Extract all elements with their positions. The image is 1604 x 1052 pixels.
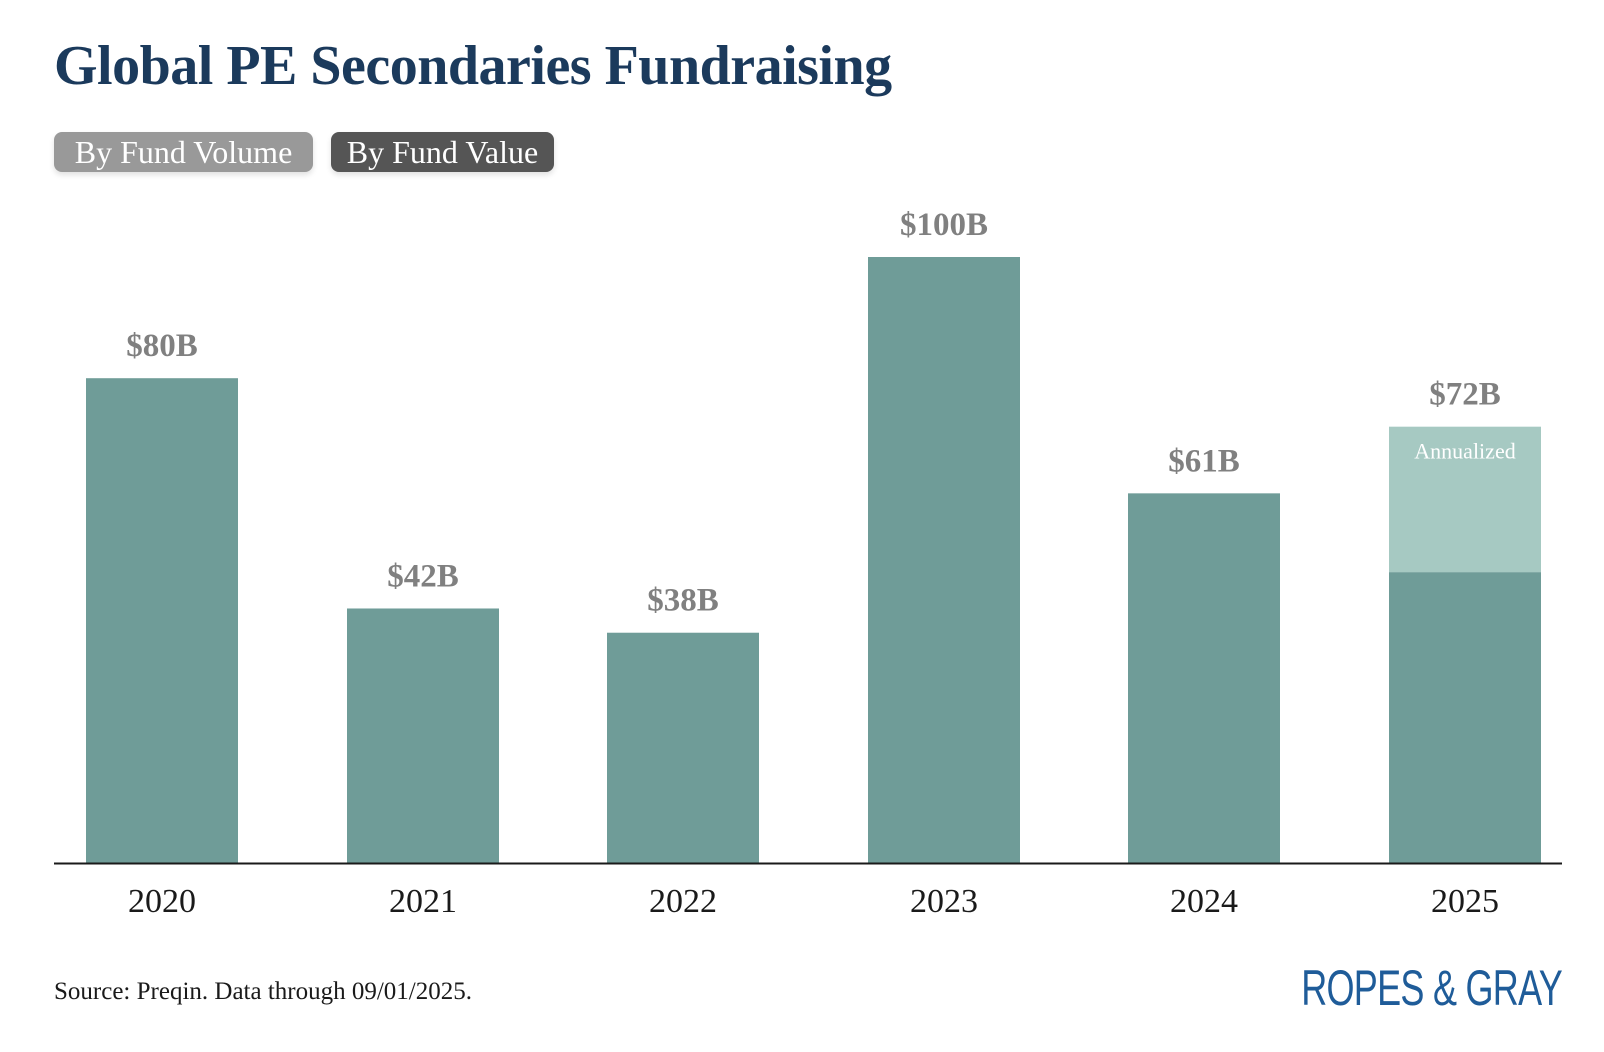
by-fund-value-button[interactable]: By Fund Value bbox=[331, 132, 554, 172]
ropes-gray-logo: ROPES & GRAY bbox=[1301, 960, 1562, 1016]
x-tick-2025: 2025 bbox=[1431, 883, 1499, 920]
data-label-2022: $38B bbox=[647, 583, 719, 619]
x-tick-2024: 2024 bbox=[1170, 883, 1238, 920]
bar-chart: $80B 2020 $42B 2021 $38B 2022 $100B 2023 $61B 202… bbox=[54, 207, 1562, 920]
data-label-2020: $80B bbox=[126, 328, 198, 364]
bar-2023 bbox=[868, 257, 1020, 863]
data-label-2025: $72B bbox=[1429, 377, 1501, 413]
source-note: Source: Preqin. Data through 09/01/2025. bbox=[54, 978, 472, 1005]
bar-2025-annualized bbox=[1389, 426, 1541, 573]
data-label-2021: $42B bbox=[387, 558, 459, 594]
x-tick-2020: 2020 bbox=[128, 883, 196, 920]
annualized-annotation: Annualized bbox=[1414, 439, 1515, 464]
bar-2021 bbox=[347, 608, 499, 863]
data-label-2023: $100B bbox=[900, 207, 988, 243]
bar-2020 bbox=[86, 378, 238, 863]
x-tick-2023: 2023 bbox=[910, 883, 978, 920]
bar-2025 bbox=[1389, 572, 1541, 863]
chart-title: Global PE Secondaries Fundraising bbox=[54, 35, 892, 97]
bar-2022 bbox=[607, 632, 759, 863]
x-tick-2022: 2022 bbox=[649, 883, 717, 920]
by-fund-volume-button[interactable]: By Fund Volume bbox=[54, 132, 313, 172]
x-tick-2021: 2021 bbox=[389, 883, 457, 920]
data-label-2024: $61B bbox=[1168, 443, 1240, 479]
bar-2024 bbox=[1128, 493, 1280, 863]
